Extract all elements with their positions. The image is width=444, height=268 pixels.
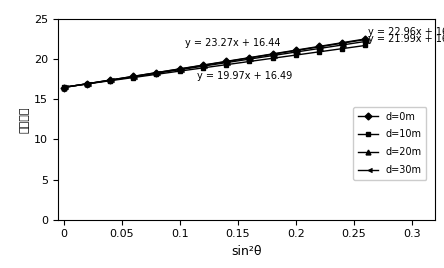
d=20m [247, 56, 252, 59]
d=10m [270, 57, 275, 60]
d=0m [247, 56, 252, 59]
d=0m [61, 86, 66, 89]
d=10m [247, 60, 252, 63]
d=20m [61, 86, 66, 89]
d=0m [223, 60, 229, 63]
d=20m [131, 75, 136, 78]
Legend: d=0m, d=10m, d=20m, d=30m: d=0m, d=10m, d=20m, d=30m [353, 107, 427, 180]
d=0m [316, 45, 321, 48]
d=20m [316, 45, 321, 49]
Line: d=20m: d=20m [61, 37, 368, 90]
d=20m [270, 53, 275, 56]
Text: y = 21.99x + 16.46: y = 21.99x + 16.46 [368, 34, 444, 44]
d=0m [270, 52, 275, 55]
d=30m [107, 79, 113, 82]
d=10m [61, 85, 66, 89]
d=20m [200, 64, 206, 67]
Line: d=30m: d=30m [61, 39, 368, 90]
Line: d=10m: d=10m [61, 43, 368, 90]
d=10m [177, 69, 182, 73]
d=10m [107, 79, 113, 82]
d=20m [340, 42, 345, 45]
d=30m [84, 82, 89, 85]
d=30m [363, 40, 368, 43]
d=20m [107, 79, 113, 82]
d=0m [340, 41, 345, 44]
X-axis label: sin²θ: sin²θ [231, 245, 262, 258]
d=10m [363, 44, 368, 47]
d=30m [223, 61, 229, 64]
d=10m [131, 76, 136, 79]
d=0m [293, 49, 298, 52]
Line: d=0m: d=0m [61, 36, 368, 90]
d=0m [177, 67, 182, 70]
d=10m [223, 63, 229, 66]
d=10m [200, 66, 206, 69]
d=0m [154, 71, 159, 74]
d=30m [177, 68, 182, 71]
d=0m [107, 79, 113, 82]
d=10m [84, 82, 89, 85]
d=20m [154, 71, 159, 74]
d=30m [247, 58, 252, 61]
d=30m [200, 65, 206, 68]
d=0m [131, 75, 136, 78]
Text: y = 19.97x + 16.49: y = 19.97x + 16.49 [197, 71, 292, 81]
d=30m [293, 50, 298, 54]
Text: y = 22.96x + 16.45: y = 22.96x + 16.45 [368, 27, 444, 37]
d=20m [363, 38, 368, 41]
d=30m [154, 72, 159, 75]
d=0m [84, 82, 89, 85]
d=0m [200, 64, 206, 67]
d=20m [293, 49, 298, 52]
d=10m [154, 73, 159, 76]
d=20m [84, 82, 89, 85]
d=30m [131, 75, 136, 79]
Text: y = 23.27x + 16.44: y = 23.27x + 16.44 [186, 38, 281, 48]
d=30m [270, 54, 275, 57]
d=10m [293, 53, 298, 57]
d=30m [316, 47, 321, 50]
d=30m [340, 43, 345, 47]
d=20m [223, 60, 229, 63]
d=0m [363, 37, 368, 40]
Y-axis label: 反射振幅: 反射振幅 [20, 106, 30, 132]
d=30m [61, 86, 66, 89]
d=10m [340, 47, 345, 50]
d=10m [316, 50, 321, 53]
d=20m [177, 68, 182, 71]
